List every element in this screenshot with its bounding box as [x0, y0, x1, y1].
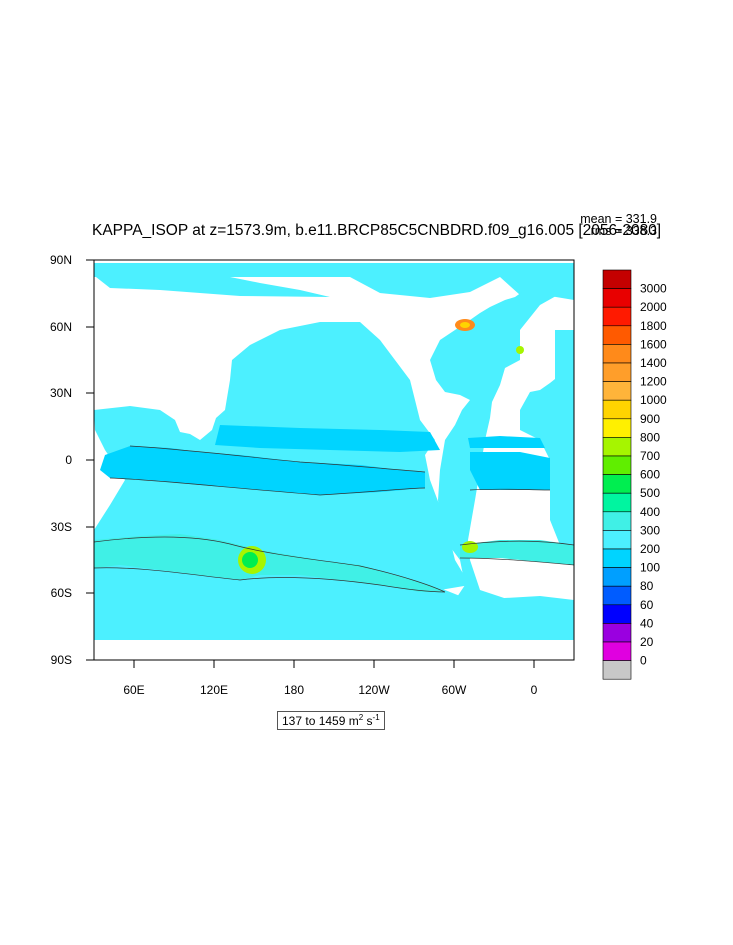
colorbar-swatch: [602, 585, 632, 606]
colorbar-swatch: [602, 530, 632, 550]
colorbar-label: 80: [640, 579, 654, 593]
value-range-label: 137 to 1459 m2 s-1: [277, 711, 385, 730]
rms-value: rms = 338.3: [590, 224, 657, 238]
colorbar-swatch: [602, 306, 632, 327]
map-panel: [94, 260, 574, 660]
colorbar: 3000200018001600140012001000900800700600…: [602, 269, 667, 680]
colorbar-label: 300: [640, 523, 660, 537]
colorbar-swatch: [602, 567, 632, 587]
colorbar-swatch: [602, 288, 632, 308]
colorbar-label: 1400: [640, 356, 667, 370]
contour-lines: [94, 445, 574, 593]
hotspot-regions: [120, 319, 524, 574]
colorbar-label: 1000: [640, 393, 667, 407]
colorbar-swatch: [602, 641, 632, 661]
colorbar-swatch: [602, 399, 632, 420]
colorbar-swatch: [602, 362, 632, 382]
lat-label: 60S: [51, 586, 72, 600]
lat-label: 0: [65, 453, 72, 467]
colorbar-swatch: [602, 492, 632, 513]
range-text: 137 to 1459 m: [282, 714, 359, 728]
colorbar-swatch: [602, 604, 632, 624]
colorbar-swatch: [602, 381, 632, 401]
lat-label: 30S: [51, 520, 72, 534]
colorbar-label: 800: [640, 430, 660, 444]
lat-label: 60N: [50, 320, 72, 334]
colorbar-label: 1200: [640, 375, 667, 389]
colorbar-label: 0: [640, 654, 647, 668]
atlantic-ocean: [430, 285, 574, 625]
colorbar-label: 400: [640, 505, 660, 519]
arctic-ocean-strip: [94, 263, 574, 277]
lon-label: 60W: [442, 683, 467, 697]
unit-m-exponent: 2: [358, 713, 364, 722]
colorbar-label: 200: [640, 542, 660, 556]
atlantic-east-strip: [555, 330, 574, 380]
colorbar-swatch: [602, 455, 632, 475]
mean-value: mean = 331.9: [580, 212, 657, 226]
lat-label: 90S: [51, 653, 72, 667]
colorbar-swatch: [602, 511, 632, 531]
colorbar-swatch: [602, 548, 632, 568]
colorbar-swatch: [602, 474, 632, 494]
colorbar-swatch: [602, 660, 632, 680]
colorbar-label: 20: [640, 635, 654, 649]
colorbar-label: 40: [640, 616, 654, 630]
unit-s: s: [363, 714, 373, 728]
colorbar-label: 900: [640, 412, 660, 426]
colorbar-swatch: [602, 344, 632, 364]
colorbar-swatch: [602, 418, 632, 438]
colorbar-label: 2000: [640, 300, 667, 314]
unit-s-exponent: -1: [372, 713, 380, 722]
colorbar-label: 60: [640, 598, 654, 612]
colorbar-label: 3000: [640, 282, 667, 296]
colorbar-label: 500: [640, 486, 660, 500]
colorbar-label: 700: [640, 449, 660, 463]
arctic-ocean-lobe: [96, 277, 330, 297]
axis-ticks: [86, 259, 535, 668]
arctic-ocean-lobe-2: [350, 277, 500, 298]
lat-label: 90N: [50, 253, 72, 267]
lon-label: 120W: [358, 683, 390, 697]
colorbar-swatch: [602, 269, 632, 289]
lon-label: 60E: [123, 683, 144, 697]
southern-current-band: [94, 534, 574, 592]
lon-label: 120E: [200, 683, 228, 697]
lon-label: 0: [531, 683, 538, 697]
plot-title: KAPPA_ISOP at z=1573.9m, b.e11.BRCP85C5C…: [92, 222, 662, 239]
colorbar-label: 100: [640, 561, 660, 575]
lat-label: 30N: [50, 386, 72, 400]
colorbar-label: 600: [640, 468, 660, 482]
colorbar-swatch: [602, 623, 632, 643]
lat-labels: 90N 60N 30N 0 30S 60S 90S: [50, 253, 72, 667]
colorbar-swatch: [602, 437, 632, 457]
lon-label: 180: [284, 683, 304, 697]
lon-labels: 60E 120E 180 120W 60W 0: [123, 683, 537, 697]
colorbar-label: 1600: [640, 337, 667, 351]
colorbar-label: 1800: [640, 319, 667, 333]
colorbar-swatch: [602, 325, 632, 345]
